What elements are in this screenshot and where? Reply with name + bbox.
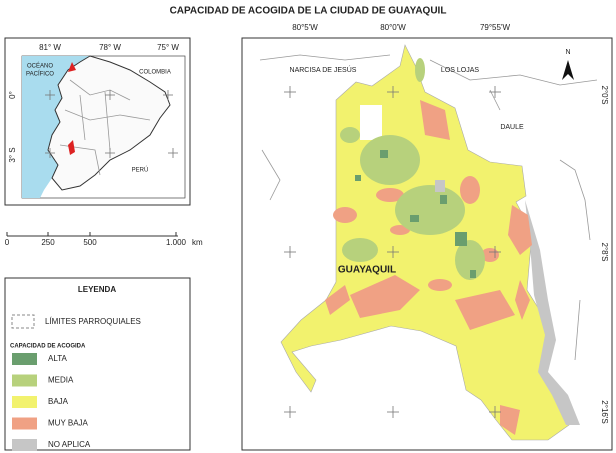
scale-label: 250 (41, 238, 55, 247)
inset-map: 81° W 78° W 75° W 0° 3° S OCÉANO PACÍFIC… (4, 37, 191, 206)
legend: LEYENDA LÍMITES PARROQUIALES CAPACIDAD D… (4, 277, 191, 451)
scale-label: 0 (5, 238, 10, 247)
ocean-label: OCÉANO (27, 63, 53, 70)
city-area (280, 44, 577, 441)
map-patch (395, 185, 465, 235)
main-lat-label: 2°8'S (600, 243, 609, 262)
main-map: N 80°5'W 80°0'W 79°55'W 2°0'S 2°8'S 2°16… (241, 23, 613, 451)
parish-label: LOS LOJAS (441, 67, 479, 74)
province-lines (59, 79, 151, 176)
legend-swatch (12, 396, 37, 408)
inset-lon-label: 78° W (99, 43, 121, 52)
legend-swatch (12, 374, 37, 387)
map-patch (420, 100, 450, 140)
map-patch (460, 176, 480, 204)
map-patch (325, 285, 350, 315)
boundary-swatch (11, 314, 35, 329)
inset-lon-label: 81° W (39, 43, 61, 52)
location-marker (68, 62, 76, 72)
scale-bar: 0 250 500 1.000 km (5, 232, 203, 247)
inset-frame (4, 37, 191, 206)
country-label: COLOMBIA (139, 70, 171, 76)
inset-lon-label: 75° W (157, 43, 179, 52)
no-aplica-patch (435, 180, 445, 192)
legend-swatch (12, 417, 37, 430)
map-patch (500, 405, 520, 435)
no-aplica-area (525, 200, 580, 425)
ocean (22, 56, 90, 198)
map-patch (410, 215, 419, 222)
legend-label: BAJA (48, 397, 69, 406)
map-patch (350, 275, 420, 318)
legend-title: LEYENDA (78, 285, 116, 294)
ecuador (47, 55, 171, 191)
map-patch (390, 225, 410, 235)
map-patch (508, 205, 532, 255)
legend-frame (4, 277, 191, 451)
map-patch (470, 270, 476, 278)
legend-label: NO APLICA (48, 440, 91, 449)
scale-label: 500 (83, 238, 97, 247)
ocean-label: PACÍFICO (26, 71, 54, 78)
map-patch (355, 175, 361, 181)
main-frame (241, 37, 613, 451)
map-patch (428, 279, 452, 291)
parish-label: DAULE (500, 124, 524, 131)
north-arrow (562, 60, 574, 80)
map-patch (415, 58, 425, 82)
map-patch (515, 280, 530, 320)
map-patch (455, 240, 485, 280)
map-patch (455, 290, 515, 330)
map-patch (455, 232, 467, 246)
inset-lat-label: 3° S (8, 147, 17, 162)
country-label: PERÚ (132, 167, 149, 174)
legend-swatch (12, 439, 37, 451)
map-patch (481, 248, 499, 262)
title: CAPACIDAD DE ACOGIDA DE LA CIUDAD DE GUA… (170, 6, 447, 17)
alta-patches (355, 150, 476, 278)
scale-unit: km (192, 238, 203, 247)
map-patch (380, 150, 388, 158)
study-area (68, 140, 75, 155)
media-patches (340, 58, 485, 280)
map-patch (340, 127, 360, 143)
legend-label: ALTA (48, 354, 67, 363)
parish-label: NARCISA DE JESÚS (290, 65, 357, 74)
muy-baja-patches (325, 100, 532, 435)
north-label: N (565, 49, 570, 56)
inset-lat-label: 0° (8, 91, 17, 99)
parish-boundaries (259, 54, 598, 361)
main-crosses (284, 86, 501, 418)
map-patch (376, 188, 404, 202)
legend-label: MUY BAJA (48, 419, 89, 428)
unmapped-area (360, 105, 382, 140)
main-lon-label: 79°55'W (480, 23, 511, 32)
scale-line (6, 232, 178, 237)
city-label: GUAYAQUIL (338, 265, 396, 276)
map-patch (333, 207, 357, 223)
main-lat-label: 2°0'S (600, 86, 609, 105)
legend-label: MEDIA (48, 376, 74, 385)
scale-label: 1.000 (166, 238, 187, 247)
map-patch (360, 135, 420, 185)
map-patch (440, 195, 447, 204)
legend-swatch (12, 353, 37, 365)
main-lon-label: 80°5'W (292, 23, 318, 32)
class-title: CAPACIDAD DE ACOGIDA (10, 344, 86, 350)
main-lon-label: 80°0'W (380, 23, 406, 32)
map-patch (342, 238, 378, 262)
boundary-label: LÍMITES PARROQUIALES (45, 317, 141, 326)
inset-crosses (45, 90, 178, 158)
main-lat-label: 2°16'S (600, 400, 609, 423)
